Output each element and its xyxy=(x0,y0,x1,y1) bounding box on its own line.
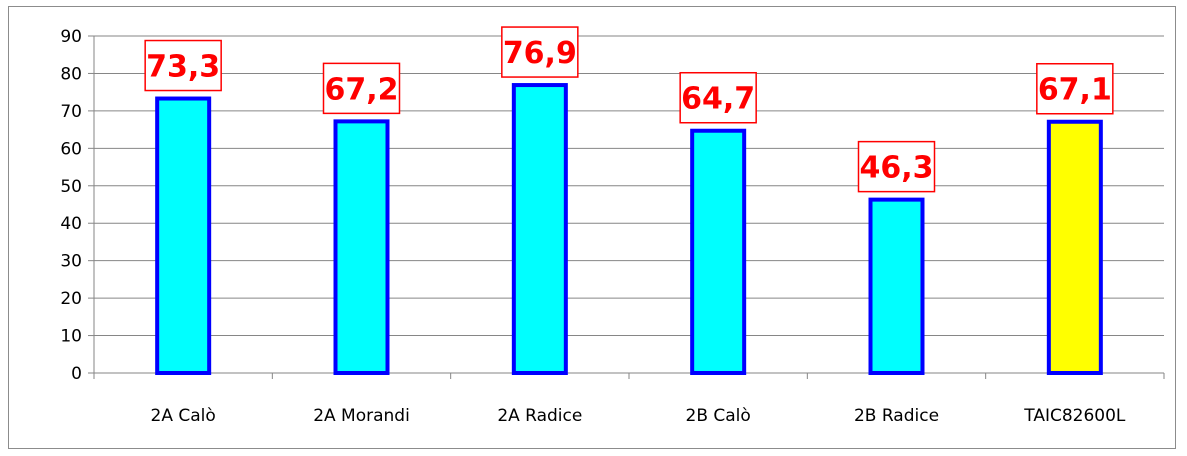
data-label: 67,1 xyxy=(1038,73,1112,108)
y-tick-label: 20 xyxy=(60,289,82,309)
x-category-label: TAIC82600L xyxy=(1023,406,1126,426)
data-label-box xyxy=(1036,62,1114,115)
bar-5 xyxy=(868,197,925,375)
bars xyxy=(155,83,1103,376)
data-label-box xyxy=(322,62,401,115)
data-label: 64,7 xyxy=(681,82,755,117)
bar-4 xyxy=(690,128,747,375)
data-label-box xyxy=(857,140,936,193)
bar-3 xyxy=(511,83,568,376)
data-label-box xyxy=(144,39,222,92)
data-label-box xyxy=(679,71,757,124)
x-category-label: 2A Calò xyxy=(151,406,216,426)
y-tick-label: 0 xyxy=(71,364,82,384)
data-label: 73,3 xyxy=(146,50,220,85)
data-labels: 73,3 67,2 76,9 64,7 46,3 67,1 xyxy=(144,26,1114,193)
x-category-label: 2B Calò xyxy=(686,406,751,426)
data-label-box xyxy=(501,26,579,78)
x-category-label: 2B Radice xyxy=(854,406,939,426)
data-label: 76,9 xyxy=(503,36,577,71)
y-tick-label: 10 xyxy=(60,327,82,347)
y-tick-label: 80 xyxy=(60,64,82,84)
x-category-label: 2A Morandi xyxy=(313,406,410,426)
bar-2 xyxy=(333,119,390,375)
y-tick-label: 60 xyxy=(60,139,82,159)
bar-6 xyxy=(1046,119,1103,376)
y-tick-label: 50 xyxy=(60,177,82,197)
axes: 0 10 20 30 40 50 60 70 80 90 2A Calò 2A Morandi 2A R… xyxy=(60,27,1165,426)
data-label: 67,2 xyxy=(324,72,398,107)
y-tick-label: 70 xyxy=(60,102,82,122)
y-tick-label: 30 xyxy=(60,252,82,272)
bar-1 xyxy=(155,96,212,375)
chart-frame: 0 10 20 30 40 50 60 70 80 90 2A Calò 2A Morandi 2A R… xyxy=(8,6,1176,449)
y-tick-label: 40 xyxy=(60,214,82,234)
y-tick-label: 90 xyxy=(60,27,82,47)
bar-chart: 0 10 20 30 40 50 60 70 80 90 2A Calò 2A Morandi 2A R… xyxy=(60,26,1165,426)
x-category-label: 2A Radice xyxy=(497,406,582,426)
gridlines xyxy=(94,35,1164,337)
data-label: 46,3 xyxy=(859,151,933,186)
